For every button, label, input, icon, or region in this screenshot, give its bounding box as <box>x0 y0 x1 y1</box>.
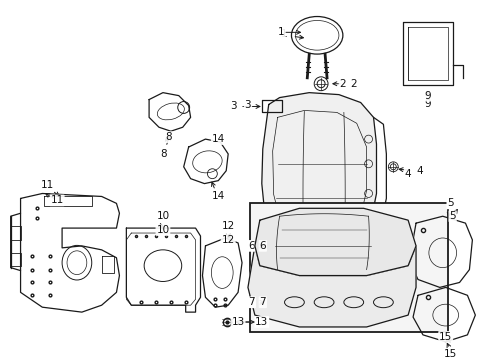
Text: 7: 7 <box>259 297 265 307</box>
Text: 11: 11 <box>50 195 63 206</box>
Text: 2: 2 <box>350 79 356 89</box>
Text: 12: 12 <box>221 221 234 231</box>
Text: 8: 8 <box>165 132 172 142</box>
Text: 13: 13 <box>255 317 268 327</box>
Text: 9: 9 <box>424 91 430 100</box>
Text: 2: 2 <box>339 79 346 89</box>
Text: 7: 7 <box>248 297 255 307</box>
Text: 4: 4 <box>416 166 423 176</box>
Text: 3: 3 <box>244 99 251 109</box>
FancyBboxPatch shape <box>249 203 447 332</box>
Text: 12: 12 <box>221 235 234 245</box>
Text: 9: 9 <box>424 99 430 108</box>
Text: 1: 1 <box>278 27 285 37</box>
Text: 11: 11 <box>41 180 54 190</box>
Text: 15: 15 <box>438 332 451 342</box>
Text: 10: 10 <box>156 225 169 235</box>
Text: 5: 5 <box>448 211 455 221</box>
Text: 1: 1 <box>281 29 287 39</box>
Text: 13: 13 <box>231 317 244 327</box>
Text: 10: 10 <box>156 211 169 221</box>
Text: 6: 6 <box>248 241 255 251</box>
Text: 6: 6 <box>259 241 265 251</box>
Polygon shape <box>247 246 415 327</box>
Text: 14: 14 <box>211 192 224 202</box>
Text: 4: 4 <box>404 169 410 179</box>
Text: 14: 14 <box>211 134 224 144</box>
Text: 8: 8 <box>160 149 167 159</box>
Text: 15: 15 <box>443 348 456 359</box>
Text: 3: 3 <box>229 102 236 112</box>
Text: 5: 5 <box>447 198 453 208</box>
Polygon shape <box>261 93 376 256</box>
Polygon shape <box>254 208 415 275</box>
